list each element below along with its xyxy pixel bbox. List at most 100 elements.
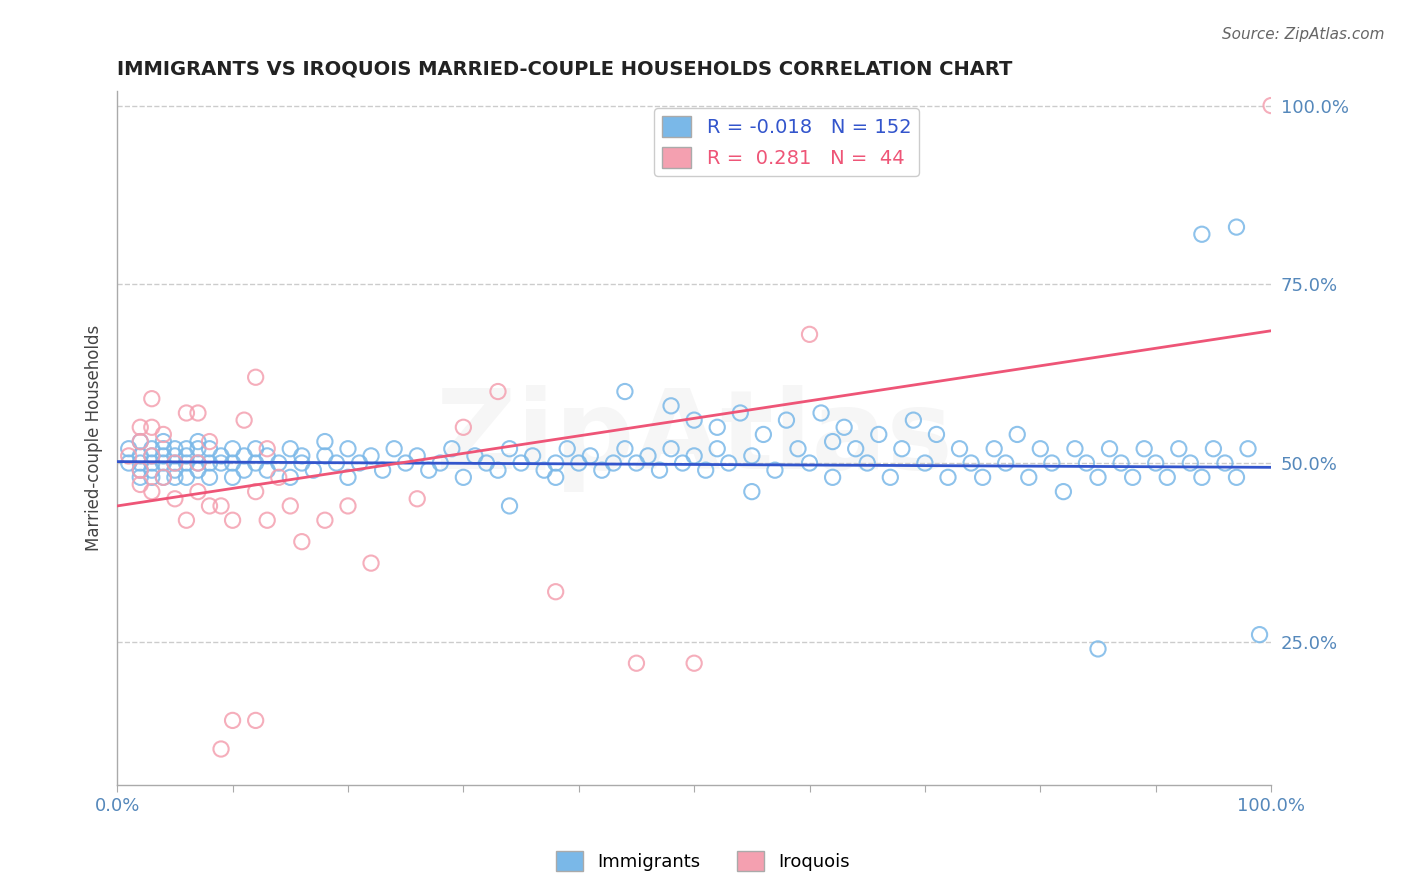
- Point: [221, 714, 243, 728]
- Point: [336, 470, 359, 484]
- Point: [187, 463, 209, 477]
- Point: [198, 470, 221, 484]
- Text: IMMIGRANTS VS IROQUOIS MARRIED-COUPLE HOUSEHOLDS CORRELATION CHART: IMMIGRANTS VS IROQUOIS MARRIED-COUPLE HO…: [117, 60, 1012, 78]
- Point: [799, 456, 821, 470]
- Point: [730, 406, 752, 420]
- Point: [1029, 442, 1052, 456]
- Point: [209, 742, 232, 756]
- Point: [256, 449, 278, 463]
- Point: [187, 434, 209, 449]
- Point: [1144, 456, 1167, 470]
- Point: [591, 463, 613, 477]
- Point: [602, 456, 624, 470]
- Point: [453, 420, 475, 434]
- Point: [659, 399, 682, 413]
- Point: [555, 442, 578, 456]
- Point: [659, 442, 682, 456]
- Point: [291, 534, 314, 549]
- Point: [141, 470, 163, 484]
- Point: [1109, 456, 1132, 470]
- Point: [152, 470, 174, 484]
- Point: [475, 456, 498, 470]
- Point: [302, 463, 325, 477]
- Point: [787, 442, 810, 456]
- Point: [163, 470, 186, 484]
- Point: [256, 442, 278, 456]
- Point: [1052, 484, 1074, 499]
- Point: [256, 513, 278, 527]
- Point: [868, 427, 890, 442]
- Point: [845, 442, 868, 456]
- Point: [371, 463, 394, 477]
- Point: [118, 456, 141, 470]
- Point: [972, 470, 994, 484]
- Point: [544, 456, 567, 470]
- Point: [233, 449, 256, 463]
- Point: [176, 442, 198, 456]
- Point: [1167, 442, 1189, 456]
- Point: [741, 484, 763, 499]
- Point: [890, 442, 912, 456]
- Point: [453, 470, 475, 484]
- Point: [486, 463, 509, 477]
- Point: [1018, 470, 1040, 484]
- Point: [221, 470, 243, 484]
- Point: [1213, 456, 1236, 470]
- Point: [314, 449, 336, 463]
- Point: [129, 470, 152, 484]
- Point: [360, 449, 382, 463]
- Point: [395, 456, 418, 470]
- Point: [1156, 470, 1178, 484]
- Point: [198, 434, 221, 449]
- Point: [671, 456, 693, 470]
- Point: [960, 456, 983, 470]
- Point: [821, 470, 844, 484]
- Point: [209, 449, 232, 463]
- Point: [141, 449, 163, 463]
- Point: [141, 442, 163, 456]
- Legend: Immigrants, Iroquois: Immigrants, Iroquois: [548, 844, 858, 879]
- Point: [278, 499, 301, 513]
- Point: [994, 456, 1017, 470]
- Point: [267, 470, 290, 484]
- Point: [752, 427, 775, 442]
- Point: [1237, 442, 1260, 456]
- Point: [579, 449, 602, 463]
- Point: [498, 499, 520, 513]
- Point: [187, 456, 209, 470]
- Point: [245, 370, 267, 384]
- Point: [903, 413, 925, 427]
- Point: [152, 442, 174, 456]
- Point: [832, 420, 855, 434]
- Point: [152, 434, 174, 449]
- Point: [176, 470, 198, 484]
- Point: [349, 456, 371, 470]
- Point: [187, 484, 209, 499]
- Point: [763, 463, 786, 477]
- Point: [568, 456, 591, 470]
- Point: [544, 470, 567, 484]
- Point: [163, 449, 186, 463]
- Point: [209, 499, 232, 513]
- Point: [187, 406, 209, 420]
- Point: [176, 406, 198, 420]
- Point: [198, 499, 221, 513]
- Point: [925, 427, 948, 442]
- Point: [1122, 470, 1144, 484]
- Point: [360, 556, 382, 570]
- Point: [1225, 470, 1247, 484]
- Point: [879, 470, 901, 484]
- Point: [799, 327, 821, 342]
- Point: [1202, 442, 1225, 456]
- Point: [1005, 427, 1028, 442]
- Point: [163, 442, 186, 456]
- Point: [129, 463, 152, 477]
- Point: [141, 420, 163, 434]
- Point: [245, 484, 267, 499]
- Point: [187, 442, 209, 456]
- Point: [129, 420, 152, 434]
- Point: [291, 456, 314, 470]
- Point: [152, 470, 174, 484]
- Point: [613, 442, 636, 456]
- Point: [626, 657, 648, 671]
